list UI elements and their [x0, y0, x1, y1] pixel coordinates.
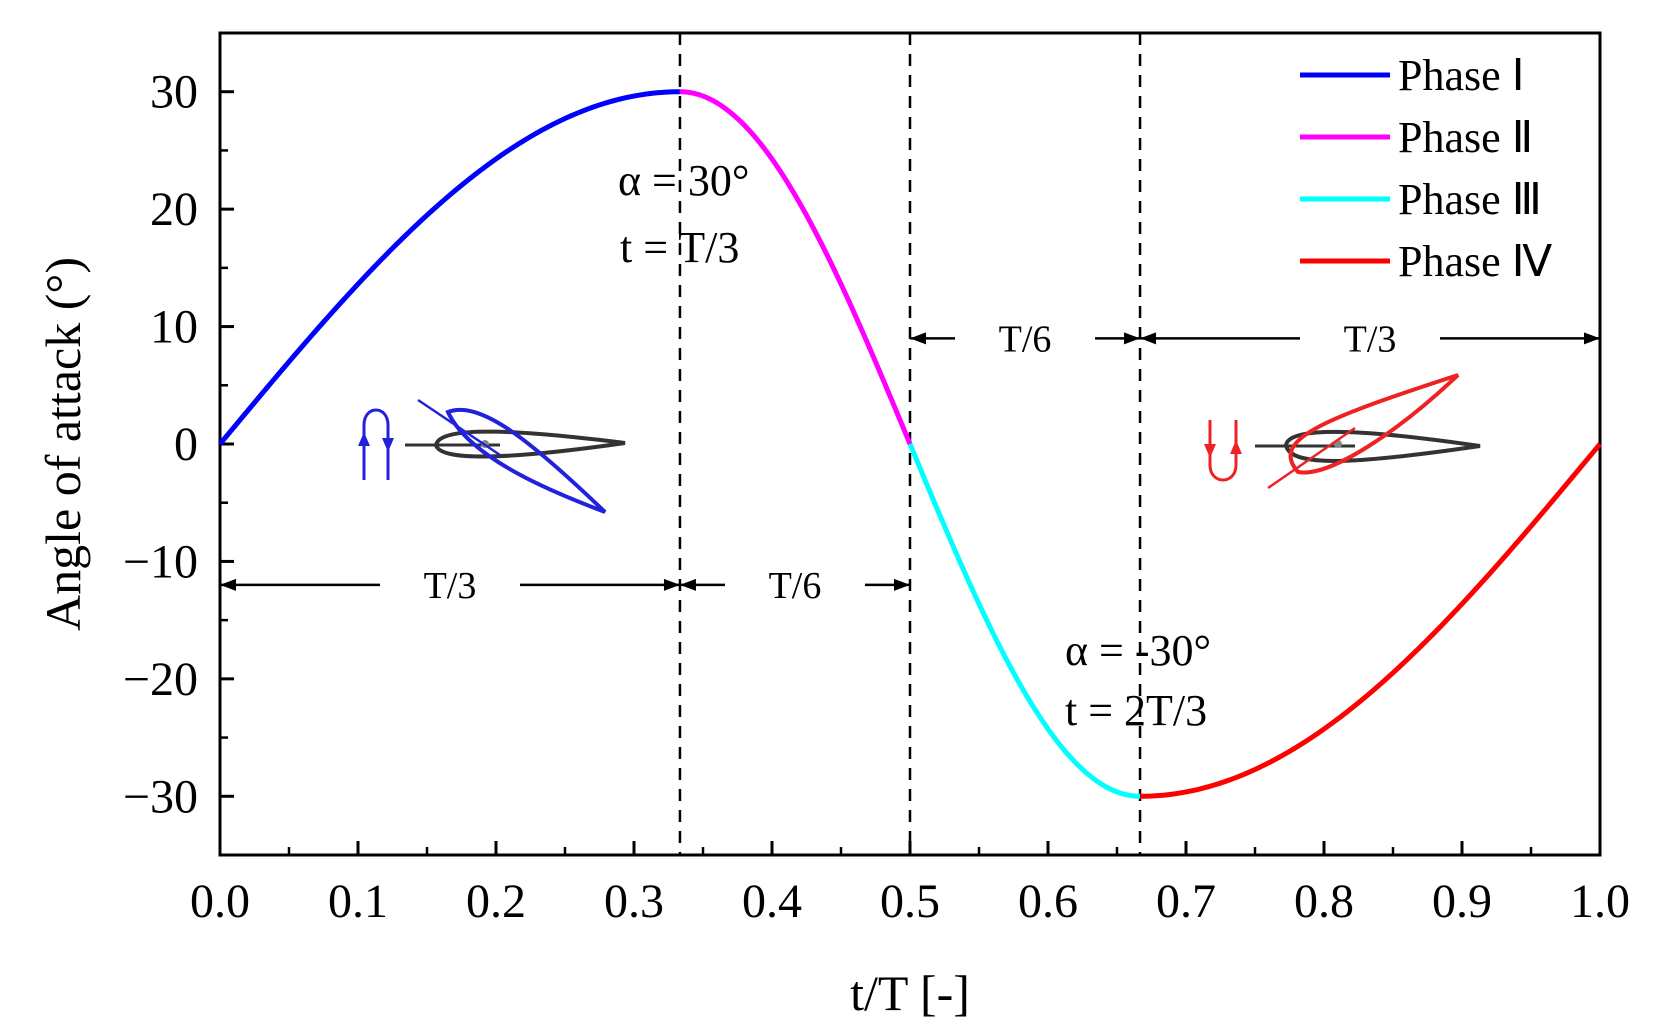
- span-arrowhead: [894, 578, 910, 591]
- x-tick-label: 0.5: [880, 875, 940, 928]
- x-tick-label: 0.9: [1432, 875, 1492, 928]
- annotation-max-time: t = T/3: [620, 223, 739, 272]
- span-arrowhead: [220, 578, 236, 591]
- x-axis-title: t/T [-]: [850, 965, 970, 1021]
- x-tick-label: 0.0: [190, 875, 250, 928]
- span-label: T/6: [769, 565, 822, 607]
- x-tick-label: 0.7: [1156, 875, 1216, 928]
- series-line-phase-2: [679, 89, 913, 445]
- span-arrowhead: [1140, 332, 1157, 345]
- x-tick-label: 0.8: [1294, 875, 1354, 928]
- y-tick-label: 10: [150, 301, 198, 354]
- x-tick-label: 1.0: [1570, 875, 1630, 928]
- x-tick-label: 0.3: [604, 875, 664, 928]
- series-line-phase-4: [1140, 442, 1602, 799]
- airfoil-inset-upstroke-icon: [358, 398, 626, 514]
- annotation-min-alpha: α = -30°: [1065, 626, 1211, 675]
- y-tick-label: 30: [150, 66, 198, 119]
- span-arrowhead: [1124, 332, 1141, 345]
- legend-label: Phase Ⅰ: [1398, 51, 1525, 100]
- x-tick-label: 0.1: [328, 875, 388, 928]
- y-tick-label: −20: [123, 653, 198, 706]
- y-tick-label: −30: [123, 770, 198, 823]
- span-arrowhead: [679, 578, 696, 591]
- legend-label: Phase Ⅱ: [1398, 113, 1533, 162]
- y-tick-label: −10: [123, 535, 198, 588]
- series-line-phase-3: [907, 443, 1141, 799]
- x-tick-label: 0.4: [742, 875, 802, 928]
- span-arrowhead: [1584, 332, 1600, 345]
- legend-label: Phase Ⅳ: [1398, 237, 1553, 286]
- span-label: T/3: [1344, 318, 1397, 360]
- airfoil-inset-downstroke-icon: [1204, 373, 1481, 490]
- series-line-phase-1: [218, 89, 680, 446]
- x-tick-label: 0.2: [466, 875, 526, 928]
- x-tick-label: 0.6: [1018, 875, 1078, 928]
- span-label: T/3: [424, 565, 477, 607]
- y-tick-label: 20: [150, 183, 198, 236]
- legend-label: Phase Ⅲ: [1398, 175, 1542, 224]
- annotation-max-alpha: α = 30°: [618, 156, 749, 205]
- span-arrowhead: [663, 578, 680, 591]
- span-arrowhead: [910, 332, 926, 345]
- annotation-min-time: t = 2T/3: [1065, 686, 1207, 735]
- y-axis-title: Angle of attack (°): [35, 257, 91, 631]
- y-tick-label: 0: [174, 418, 198, 471]
- span-label: T/6: [999, 318, 1052, 360]
